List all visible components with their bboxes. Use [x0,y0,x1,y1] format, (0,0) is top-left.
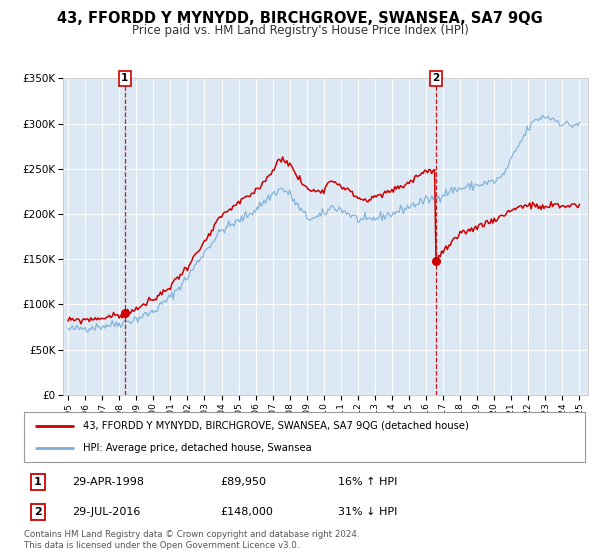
Text: HPI: Average price, detached house, Swansea: HPI: Average price, detached house, Swan… [83,443,311,453]
Text: 1: 1 [121,73,128,83]
Text: Contains HM Land Registry data © Crown copyright and database right 2024.
This d: Contains HM Land Registry data © Crown c… [24,530,359,550]
Text: 1: 1 [34,477,42,487]
Text: 29-JUL-2016: 29-JUL-2016 [71,507,140,517]
Text: Price paid vs. HM Land Registry's House Price Index (HPI): Price paid vs. HM Land Registry's House … [131,24,469,36]
Text: 43, FFORDD Y MYNYDD, BIRCHGROVE, SWANSEA, SA7 9QG (detached house): 43, FFORDD Y MYNYDD, BIRCHGROVE, SWANSEA… [83,421,469,431]
Text: 16% ↑ HPI: 16% ↑ HPI [338,477,398,487]
Text: 29-APR-1998: 29-APR-1998 [71,477,143,487]
Text: 31% ↓ HPI: 31% ↓ HPI [338,507,398,517]
Text: £89,950: £89,950 [220,477,266,487]
Text: 43, FFORDD Y MYNYDD, BIRCHGROVE, SWANSEA, SA7 9QG: 43, FFORDD Y MYNYDD, BIRCHGROVE, SWANSEA… [57,11,543,26]
Text: 2: 2 [433,73,440,83]
Text: 2: 2 [34,507,42,517]
Text: £148,000: £148,000 [220,507,273,517]
